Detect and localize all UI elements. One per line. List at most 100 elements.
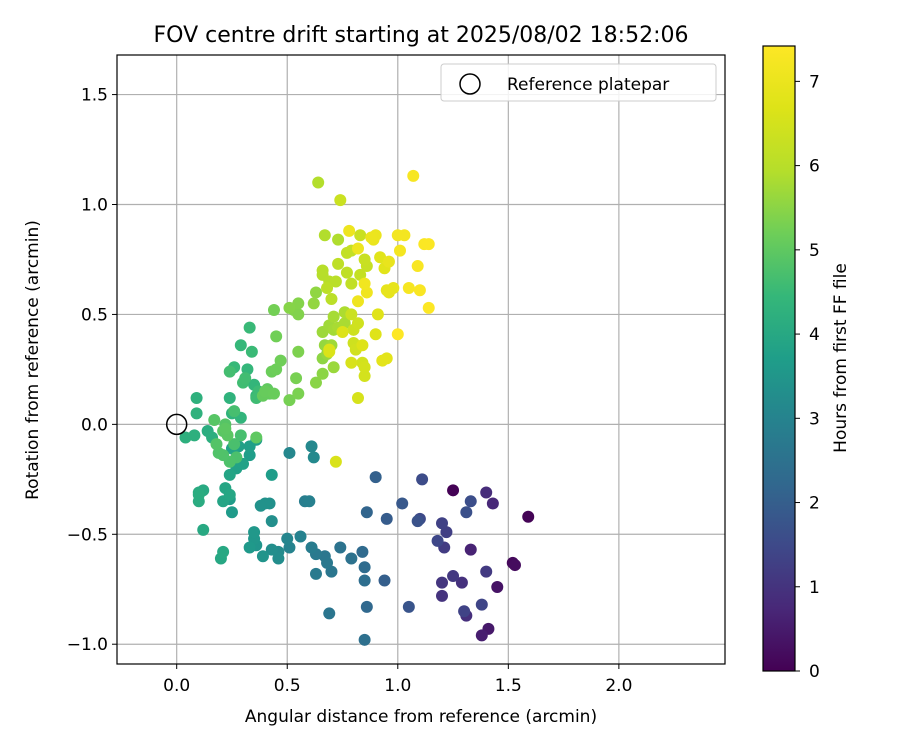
x-tick-label: 0.0 xyxy=(163,676,190,696)
data-point xyxy=(358,253,371,266)
data-point xyxy=(305,440,318,453)
data-point xyxy=(345,308,358,321)
data-point xyxy=(422,238,435,251)
data-point xyxy=(272,552,285,565)
data-point xyxy=(411,260,424,273)
data-point xyxy=(234,429,247,442)
data-point xyxy=(223,391,236,404)
data-point xyxy=(234,339,247,352)
data-point xyxy=(265,543,278,556)
data-point xyxy=(228,438,241,451)
y-axis-ticks: −1.0 −0.5 0.0 0.5 1.0 1.5 xyxy=(67,86,117,655)
data-point xyxy=(303,495,316,508)
data-point xyxy=(283,446,296,459)
data-point xyxy=(208,413,221,426)
data-point xyxy=(239,372,252,385)
reference-marker xyxy=(165,413,188,436)
data-point xyxy=(491,581,504,594)
data-point xyxy=(475,598,488,611)
x-tick-label: 0.5 xyxy=(274,676,301,696)
data-point xyxy=(283,394,296,407)
x-tick-label: 1.0 xyxy=(384,676,411,696)
colorbar: 0 1 2 3 4 5 6 7 Hours from first FF file xyxy=(762,45,851,682)
data-point xyxy=(219,422,232,435)
data-point xyxy=(358,277,371,290)
data-point xyxy=(358,561,371,574)
data-point xyxy=(329,275,342,288)
y-tick-label: −1.0 xyxy=(67,635,108,655)
data-point xyxy=(345,552,358,565)
data-point xyxy=(393,244,406,257)
data-point xyxy=(294,530,307,543)
data-point xyxy=(316,264,329,277)
reference-platepar-marker xyxy=(165,413,188,436)
data-point xyxy=(250,431,263,444)
data-point xyxy=(316,367,329,380)
data-point xyxy=(460,506,473,519)
data-point xyxy=(387,282,400,295)
data-point xyxy=(309,376,322,389)
data-point xyxy=(292,387,305,400)
data-point xyxy=(416,473,429,486)
colorbar-label: Hours from first FF file xyxy=(831,263,851,453)
data-point xyxy=(334,541,347,554)
data-point xyxy=(351,295,364,308)
data-point xyxy=(340,266,353,279)
data-point xyxy=(336,326,349,339)
data-point xyxy=(447,570,460,583)
data-point xyxy=(225,506,238,519)
colorbar-tick-label: 5 xyxy=(809,241,820,261)
data-point xyxy=(480,486,493,499)
data-point xyxy=(396,497,409,510)
data-point xyxy=(283,301,296,314)
data-point xyxy=(360,506,373,519)
data-point xyxy=(345,356,358,369)
data-point xyxy=(351,317,364,330)
data-point xyxy=(407,169,420,182)
data-point xyxy=(343,224,356,237)
data-point xyxy=(290,372,303,385)
colorbar-tick-label: 0 xyxy=(809,662,820,682)
data-point xyxy=(210,438,223,451)
data-point xyxy=(378,574,391,587)
data-point xyxy=(402,282,415,295)
data-point xyxy=(422,301,435,314)
data-point xyxy=(354,229,367,242)
data-point xyxy=(374,251,387,264)
data-point xyxy=(281,532,294,545)
data-point xyxy=(480,565,493,578)
colorbar-tick-label: 4 xyxy=(809,325,820,345)
data-point xyxy=(371,308,384,321)
data-point xyxy=(265,468,278,481)
y-tick-label: −0.5 xyxy=(67,525,108,545)
data-point xyxy=(464,543,477,556)
plot-area: 0.0 0.5 1.0 1.5 2.0 −1.0 −0.5 0.0 0.5 1.0 1.5 xyxy=(67,54,726,696)
colorbar-tick-label: 6 xyxy=(809,157,820,177)
x-tick-label: 1.5 xyxy=(495,676,522,696)
data-point xyxy=(267,304,280,317)
data-point xyxy=(398,229,411,242)
data-point xyxy=(307,451,320,464)
data-point xyxy=(376,354,389,367)
data-point xyxy=(508,559,521,572)
y-tick-label: 0.5 xyxy=(81,305,108,325)
data-point xyxy=(270,330,283,343)
data-point xyxy=(265,515,278,528)
data-point xyxy=(332,233,345,246)
colorbar-tick-label: 3 xyxy=(809,409,820,429)
data-point xyxy=(334,194,347,207)
data-point xyxy=(369,471,382,484)
data-point xyxy=(228,405,241,418)
data-point xyxy=(292,297,305,310)
data-point xyxy=(475,629,488,642)
y-axis-label: Rotation from reference (arcmin) xyxy=(23,220,43,500)
colorbar-tick-label: 1 xyxy=(809,578,820,598)
colorbar-ticks: 0 1 2 3 4 5 6 7 xyxy=(795,72,820,682)
data-point xyxy=(274,354,287,367)
y-tick-label: 1.0 xyxy=(81,196,108,216)
data-point xyxy=(312,176,325,189)
data-point xyxy=(192,488,205,501)
data-point xyxy=(243,449,256,462)
data-point xyxy=(323,607,336,620)
